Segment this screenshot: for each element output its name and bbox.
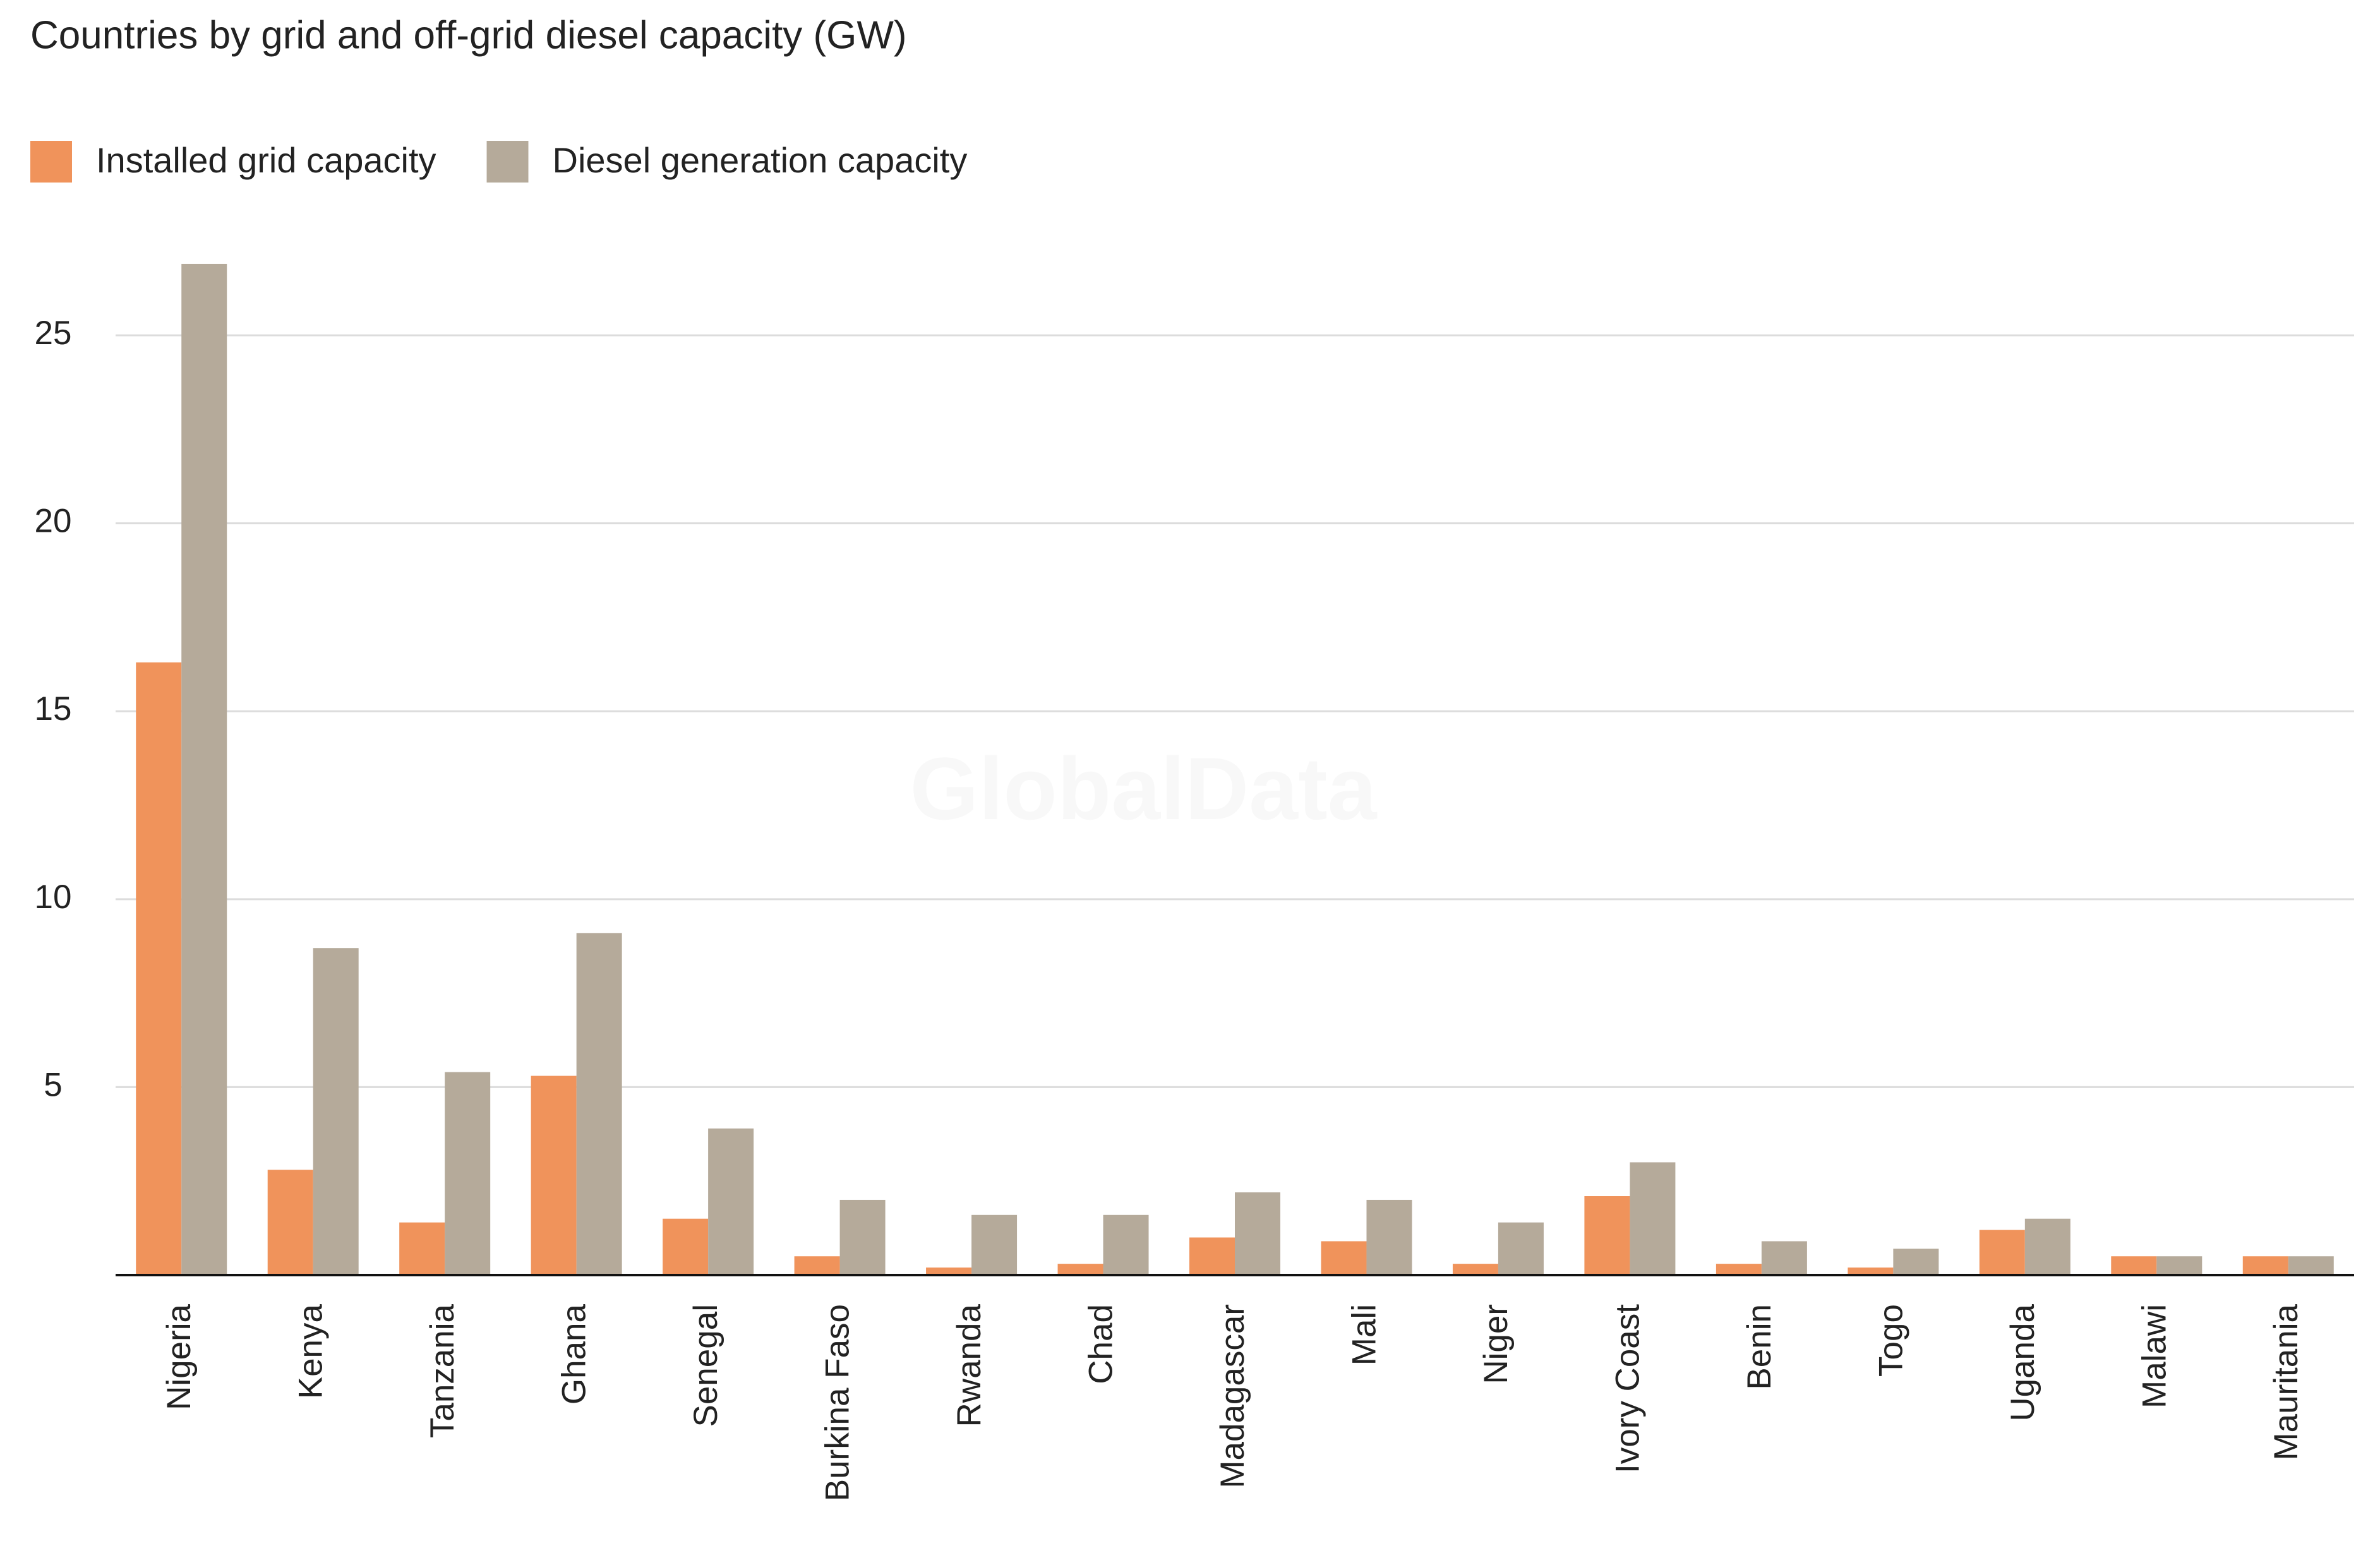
- x-tick-label: Mauritania: [2268, 1303, 2305, 1460]
- bar: [1498, 1222, 1544, 1275]
- x-tick-label: Madagascar: [1214, 1304, 1251, 1489]
- x-tick-label: Nigeria: [160, 1303, 198, 1410]
- x-tick-label: Kenya: [292, 1303, 330, 1399]
- bar: [1584, 1196, 1630, 1275]
- bar: [445, 1072, 491, 1275]
- bar: [1235, 1192, 1280, 1275]
- x-tick-label: Mali: [1345, 1304, 1383, 1365]
- bar: [1103, 1214, 1149, 1275]
- bar: [1716, 1264, 1762, 1275]
- x-tick-label: Malawi: [2136, 1304, 2173, 1408]
- bar: [313, 948, 359, 1275]
- bar: [576, 933, 622, 1275]
- bar: [136, 662, 182, 1275]
- bar: [1630, 1162, 1676, 1275]
- x-tick-label: Chad: [1083, 1304, 1120, 1384]
- bar: [1321, 1241, 1367, 1275]
- bar: [2242, 1256, 2288, 1275]
- x-tick-label: Uganda: [2004, 1303, 2041, 1421]
- watermark: GlobalData: [910, 739, 1377, 838]
- y-tick-label: 10: [35, 878, 72, 916]
- legend-label: Installed grid capacity: [96, 140, 436, 180]
- y-tick-label: 5: [44, 1066, 62, 1103]
- chart-title: Countries by grid and off-grid diesel ca…: [30, 13, 907, 57]
- bar: [2024, 1218, 2070, 1275]
- legend-label: Diesel generation capacity: [553, 140, 968, 180]
- bar: [1366, 1199, 1412, 1275]
- bar: [531, 1076, 577, 1275]
- bar: [663, 1218, 709, 1275]
- bar: [1452, 1264, 1498, 1275]
- x-tick-label: Ghana: [556, 1303, 593, 1405]
- bar: [1893, 1249, 1939, 1275]
- x-tick-label: Benin: [1741, 1304, 1778, 1390]
- x-tick-label: Senegal: [687, 1304, 724, 1427]
- legend-swatch: [30, 141, 72, 183]
- bar: [839, 1199, 886, 1275]
- x-tick-label: Niger: [1477, 1304, 1515, 1384]
- x-tick-label: Rwanda: [951, 1303, 988, 1427]
- x-tick-label: Ivory Coast: [1609, 1304, 1646, 1473]
- bar: [2288, 1256, 2334, 1275]
- bar: [794, 1256, 840, 1275]
- bar: [2156, 1256, 2203, 1275]
- bar: [399, 1222, 445, 1275]
- bar: [971, 1214, 1018, 1275]
- bar: [1979, 1230, 2025, 1275]
- bar: [267, 1170, 313, 1275]
- y-tick-label: 20: [35, 503, 72, 540]
- bar: [926, 1267, 972, 1275]
- bar: [1848, 1267, 1894, 1275]
- bar: [2111, 1256, 2157, 1275]
- x-tick-label: Tanzania: [424, 1303, 461, 1438]
- y-tick-label: 15: [35, 690, 72, 728]
- bar: [1189, 1237, 1235, 1275]
- legend-swatch: [486, 141, 529, 183]
- bar: [181, 263, 227, 1275]
- x-tick-label: Togo: [1872, 1304, 1909, 1377]
- x-tick-label: Burkina Faso: [819, 1304, 856, 1501]
- bar: [1761, 1241, 1807, 1275]
- bar: [1057, 1264, 1103, 1275]
- y-tick-label: 25: [35, 315, 72, 352]
- bar: [708, 1128, 754, 1275]
